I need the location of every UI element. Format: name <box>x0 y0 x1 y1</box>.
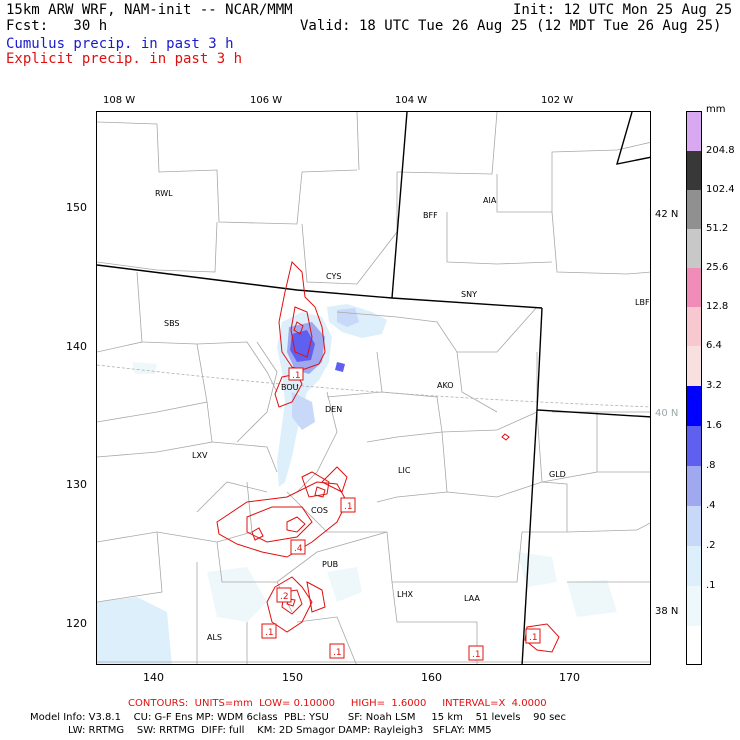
init-time: Init: 12 UTC Mon 25 Aug 25 <box>513 2 733 18</box>
y-tick-140: 140 <box>66 340 87 353</box>
colorbar-label: 204.8 <box>706 145 735 156</box>
contour-label: .1 <box>529 633 538 643</box>
contour-label: .1 <box>344 502 353 512</box>
county-boundaries <box>97 112 650 664</box>
colorbar-bin <box>687 229 701 268</box>
contour-label: .1 <box>333 648 342 658</box>
station-labels: RWL BFF AIA CYS SNY LBF SBS BOU DEN AKO … <box>155 189 650 642</box>
lat-label-38n: 38 N <box>655 606 679 617</box>
colorbar-label: 102.4 <box>706 184 735 195</box>
colorbar-bin <box>687 506 701 546</box>
colorbar-bin <box>687 546 701 586</box>
station-als: ALS <box>207 633 222 642</box>
colorbar-label: 51.2 <box>706 223 729 234</box>
station-laa: LAA <box>464 594 480 603</box>
contour-label: .1 <box>265 628 274 638</box>
y-tick-130: 130 <box>66 478 87 491</box>
colorbar-bin <box>687 586 701 626</box>
lon-label-106w: 106 W <box>250 95 283 106</box>
colorbar-label: .4 <box>706 500 716 511</box>
colorbar-label: 3.2 <box>706 380 722 391</box>
map-canvas: .1 .1 .4 .2 .1 .1 .1 .1 RWL BFF AIA CYS … <box>97 112 650 664</box>
station-den: DEN <box>325 405 342 414</box>
y-tick-150: 150 <box>66 201 87 214</box>
contour-labels: .1 .1 .4 .2 .1 .1 .1 .1 <box>261 367 541 661</box>
colorbar-bin <box>687 466 701 506</box>
colorbar-label: 12.8 <box>706 301 729 312</box>
station-ako: AKO <box>437 381 454 390</box>
colorbar-bin <box>687 151 701 190</box>
colorbar-bin <box>687 307 701 346</box>
contour-label: .4 <box>294 544 303 554</box>
model-info: Model Info: V3.8.1 CU: G-F Ens MP: WDM 6… <box>30 712 566 723</box>
model-info-2: LW: RRTMG SW: RRTMG DIFF: full KM: 2D Sm… <box>68 725 492 736</box>
state-boundaries <box>97 112 650 664</box>
colorbar-unit: mm <box>706 104 726 115</box>
station-lhx: LHX <box>397 590 413 599</box>
contour-label: .1 <box>472 650 481 660</box>
cumulus-legend: Cumulus precip. in past 3 h <box>6 36 234 52</box>
colorbar-bin <box>687 190 701 229</box>
station-bou: BOU <box>281 383 299 392</box>
colorbar-label: 6.4 <box>706 340 722 351</box>
station-rwl: RWL <box>155 189 173 198</box>
explicit-legend: Explicit precip. in past 3 h <box>6 51 243 67</box>
colorbar-bin <box>687 268 701 307</box>
contours-info: CONTOURS: UNITS=mm LOW= 0.10000 HIGH= 1.… <box>128 698 547 709</box>
forecast-hour: Fcst: 30 h <box>6 18 108 34</box>
colorbar-bin <box>687 386 701 426</box>
colorbar-label: .1 <box>706 580 716 591</box>
station-sbs: SBS <box>164 319 180 328</box>
station-lic: LIC <box>398 466 411 475</box>
lat-label-40n: 40 N <box>655 408 679 419</box>
lat-label-42n: 42 N <box>655 209 679 220</box>
station-cys: CYS <box>326 272 341 281</box>
station-bff: BFF <box>423 211 438 220</box>
colorbar-label: .2 <box>706 540 716 551</box>
x-tick-140: 140 <box>143 671 164 684</box>
colorbar-bin <box>687 346 701 386</box>
lon-label-108w: 108 W <box>103 95 136 106</box>
explicit-precip-contours <box>216 261 560 653</box>
colorbar-label: 1.6 <box>706 420 722 431</box>
x-tick-150: 150 <box>282 671 303 684</box>
forecast-map: .1 .1 .4 .2 .1 .1 .1 .1 RWL BFF AIA CYS … <box>96 111 651 665</box>
model-title: 15km ARW WRF, NAM-init -- NCAR/MMM <box>6 2 293 18</box>
valid-time: Valid: 18 UTC Tue 26 Aug 25 (12 MDT Tue … <box>300 18 722 34</box>
colorbar-label: .8 <box>706 460 716 471</box>
station-lxv: LXV <box>192 451 208 460</box>
station-gld: GLD <box>549 470 566 479</box>
colorbar-bin <box>687 626 701 664</box>
station-pub: PUB <box>322 560 338 569</box>
lat-40n-line <box>97 364 650 408</box>
x-tick-160: 160 <box>421 671 442 684</box>
y-tick-120: 120 <box>66 617 87 630</box>
x-tick-170: 170 <box>559 671 580 684</box>
contour-label: .1 <box>292 371 301 381</box>
contour-label: .2 <box>280 592 289 602</box>
colorbar-bin <box>687 426 701 466</box>
station-cos: COS <box>311 506 328 515</box>
colorbar <box>686 111 702 665</box>
colorbar-label: 25.6 <box>706 262 729 273</box>
station-lbf: LBF <box>635 298 650 307</box>
station-aia: AIA <box>483 196 497 205</box>
colorbar-bin <box>687 112 701 151</box>
station-sny: SNY <box>461 290 477 299</box>
lon-label-104w: 104 W <box>395 95 428 106</box>
lon-label-102w: 102 W <box>541 95 574 106</box>
